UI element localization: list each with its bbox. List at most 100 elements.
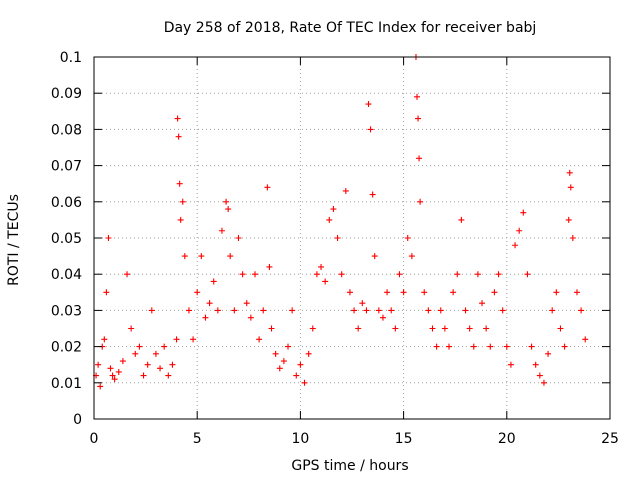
data-point: [175, 133, 182, 140]
data-point: [105, 235, 112, 241]
data-point: [161, 343, 168, 350]
data-point: [152, 350, 159, 357]
data-point: [462, 307, 469, 314]
chart-title: Day 258 of 2018, Rate Of TEC Index for r…: [164, 20, 537, 36]
data-point: [190, 336, 197, 343]
data-point: [495, 271, 502, 278]
data-point: [132, 350, 139, 357]
data-point: [165, 372, 172, 379]
y-tick-label: 0: [73, 412, 82, 428]
x-tick-label: 25: [601, 431, 619, 447]
data-point: [520, 209, 527, 216]
data-point: [111, 376, 118, 383]
data-point: [491, 289, 498, 296]
data-point: [338, 271, 345, 278]
data-point: [388, 307, 395, 314]
data-point: [218, 227, 225, 234]
data-point: [441, 325, 448, 332]
data-point: [214, 307, 221, 314]
data-point: [446, 343, 453, 350]
data-point: [470, 343, 477, 350]
data-point: [179, 198, 186, 205]
data-point: [235, 235, 242, 241]
y-tick-label: 0.08: [51, 122, 82, 138]
data-point: [421, 289, 428, 296]
data-point: [561, 343, 568, 350]
data-point: [140, 372, 147, 379]
data-point: [545, 350, 552, 357]
x-axis-label: GPS time / hours: [291, 458, 408, 474]
data-point: [512, 242, 519, 249]
x-tick-label: 15: [395, 431, 413, 447]
data-point: [342, 187, 349, 194]
y-tick-label: 0.05: [51, 231, 82, 247]
data-point: [206, 300, 213, 307]
data-point: [483, 325, 490, 332]
y-tick-label: 0.1: [60, 50, 82, 66]
y-tick-label: 0.03: [51, 303, 82, 319]
data-point: [276, 365, 283, 372]
data-point: [247, 314, 254, 321]
data-point: [177, 216, 184, 223]
data-point: [532, 361, 539, 368]
data-point: [297, 361, 304, 368]
data-point: [243, 300, 250, 307]
data-point: [355, 325, 362, 332]
data-point: [119, 358, 126, 365]
x-tick-label: 0: [90, 431, 99, 447]
data-point: [371, 253, 378, 260]
data-point: [124, 271, 131, 278]
data-point: [169, 361, 176, 368]
y-tick-label: 0.04: [51, 267, 82, 283]
data-point: [144, 361, 151, 368]
data-point: [202, 314, 209, 321]
data-point: [415, 115, 422, 122]
data-point: [365, 101, 372, 108]
data-point: [549, 307, 556, 314]
data-point: [173, 336, 180, 343]
data-point: [450, 289, 457, 296]
data-point: [305, 350, 312, 357]
data-point: [225, 206, 232, 213]
data-point: [392, 325, 399, 332]
data-point: [582, 336, 589, 343]
data-point: [528, 343, 535, 350]
data-point: [369, 191, 376, 198]
data-point: [97, 383, 104, 390]
data-point: [567, 184, 574, 191]
data-point: [516, 227, 523, 234]
data-point: [109, 372, 116, 379]
data-point: [503, 343, 510, 350]
data-point: [524, 271, 531, 278]
data-point: [223, 198, 230, 205]
y-tick-label: 0.01: [51, 376, 82, 392]
data-point: [227, 253, 234, 260]
data-point: [322, 278, 329, 285]
data-point: [268, 325, 275, 332]
data-point: [251, 271, 258, 278]
data-point: [334, 235, 341, 241]
data-point: [507, 361, 514, 368]
data-point: [408, 253, 415, 260]
data-point: [363, 307, 370, 314]
data-point: [103, 289, 110, 296]
x-tick-label: 20: [498, 431, 516, 447]
data-point: [384, 289, 391, 296]
data-point: [309, 325, 316, 332]
data-point: [136, 343, 143, 350]
data-point: [239, 271, 246, 278]
data-point: [285, 343, 292, 350]
data-point: [346, 289, 353, 296]
data-point: [272, 350, 279, 357]
data-point: [396, 271, 403, 278]
data-point: [301, 379, 308, 386]
data-point: [318, 263, 325, 270]
data-point: [416, 155, 423, 162]
data-point: [176, 180, 183, 187]
data-point: [313, 271, 320, 278]
x-tick-label: 5: [193, 431, 202, 447]
data-point: [351, 307, 358, 314]
data-point: [198, 253, 205, 260]
data-point: [404, 235, 411, 241]
